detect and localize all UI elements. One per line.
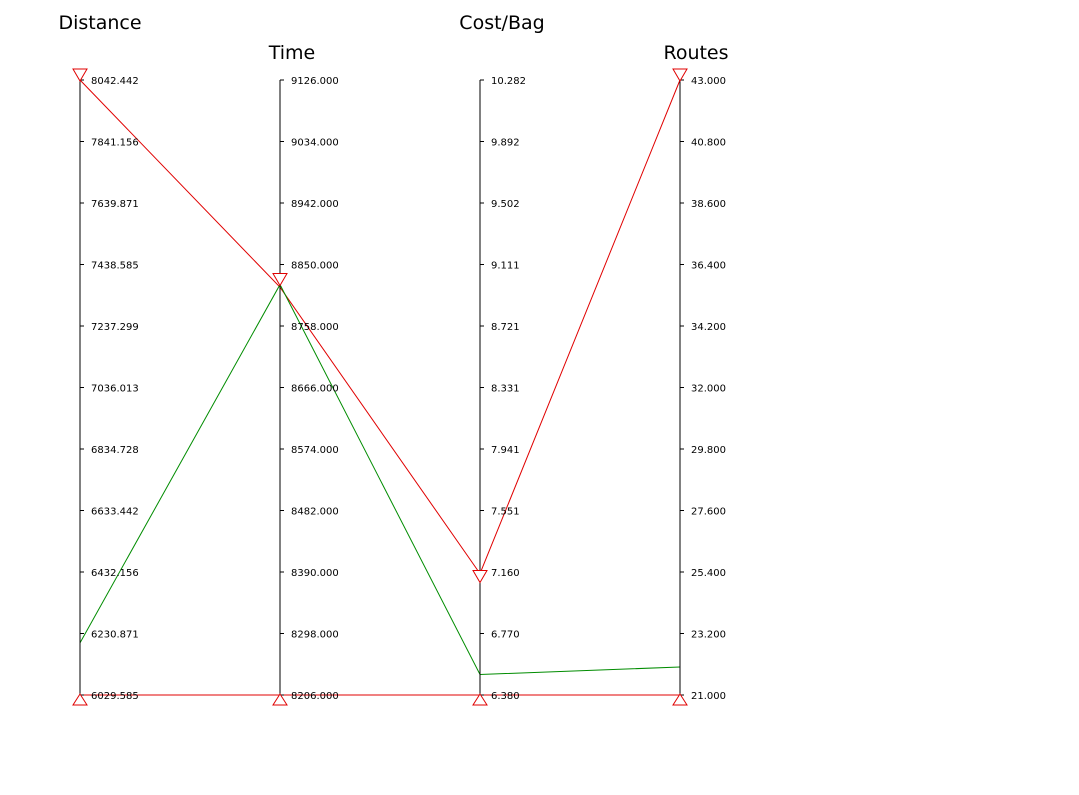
tick-label: 8206.000 [291, 691, 339, 702]
tick-label: 6230.871 [91, 630, 139, 641]
tick-label: 32.000 [691, 384, 726, 395]
tick-label: 8942.000 [291, 199, 339, 210]
tick-label: 9126.000 [291, 76, 339, 87]
tick-label: 8298.000 [291, 630, 339, 641]
tick-label: 6.380 [491, 691, 520, 702]
upper-filter-handle-distance[interactable] [72, 68, 88, 82]
series-layer [79, 79, 681, 696]
lower-filter-handle-routes[interactable] [672, 693, 688, 706]
tick-label: 38.600 [691, 199, 726, 210]
tick-label: 23.200 [691, 630, 726, 641]
tick-label: 25.400 [691, 568, 726, 579]
axis-title: Routes [663, 42, 728, 64]
axis-distance: Distance 6029.585 6230.871 6432.156 6633.442… [58, 12, 141, 702]
tick-label: 8390.000 [291, 568, 339, 579]
tick-label: 29.800 [691, 445, 726, 456]
upper-filter-handle-time[interactable] [272, 273, 288, 287]
tick-label: 7.551 [491, 507, 520, 518]
tick-label: 21.000 [691, 691, 726, 702]
tick-label: 43.000 [691, 76, 726, 87]
tick-label: 27.600 [691, 507, 726, 518]
tick-label: 7.160 [491, 568, 520, 579]
axis-title: Time [268, 42, 316, 64]
tick-label: 10.282 [491, 76, 526, 87]
axis-routes: Routes 21.000 23.200 25.400 27.600 29.800 32.0… [663, 42, 728, 702]
tick-label: 7438.585 [91, 261, 139, 272]
axis-cost-bag: Cost/Bag 6.380 6.770 7.160 7.551 7.941 8.331 8.… [459, 12, 544, 702]
tick-label: 6029.585 [91, 691, 139, 702]
tick-label: 8482.000 [291, 507, 339, 518]
tick-label: 9034.000 [291, 138, 339, 149]
axis-time: Time 8206.000 8298.000 8390.000 8482.000 8574… [268, 42, 339, 702]
tick-label: 8.331 [491, 384, 520, 395]
tick-label: 7639.871 [91, 199, 139, 210]
tick-label: 6432.156 [91, 568, 139, 579]
upper-filter-handle-cost-bag[interactable] [472, 570, 488, 584]
axis-title: Distance [58, 12, 141, 34]
tick-label: 6633.442 [91, 507, 139, 518]
tick-label: 8666.000 [291, 384, 339, 395]
tick-label: 36.400 [691, 261, 726, 272]
tick-label: 8574.000 [291, 445, 339, 456]
filter-handles-layer [72, 68, 688, 706]
tick-label: 34.200 [691, 322, 726, 333]
tick-label: 40.800 [691, 138, 726, 149]
tick-label: 8758.000 [291, 322, 339, 333]
tick-label: 8042.442 [91, 76, 139, 87]
tick-label: 7841.156 [91, 138, 139, 149]
lower-filter-handle-distance[interactable] [72, 693, 88, 706]
tick-label: 6834.728 [91, 445, 139, 456]
tick-label: 8850.000 [291, 261, 339, 272]
tick-label: 9.502 [491, 199, 520, 210]
tick-label: 7.941 [491, 445, 520, 456]
lower-filter-handle-time[interactable] [272, 693, 288, 706]
axes-layer: Distance 6029.585 6230.871 6432.156 6633.442… [58, 12, 728, 702]
tick-label: 6.770 [491, 630, 520, 641]
tick-label: 7237.299 [91, 322, 139, 333]
tick-label: 8.721 [491, 322, 520, 333]
tick-label: 9.892 [491, 138, 520, 149]
series-line-3 [79, 283, 681, 676]
upper-filter-handle-routes[interactable] [672, 68, 688, 82]
series-line-1 [79, 79, 681, 575]
tick-label: 9.111 [491, 261, 520, 272]
axis-title: Cost/Bag [459, 12, 544, 34]
lower-filter-handle-cost-bag[interactable] [472, 693, 488, 706]
tick-label: 7036.013 [91, 384, 139, 395]
